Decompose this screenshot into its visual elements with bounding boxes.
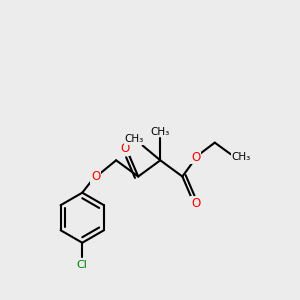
Text: CH₃: CH₃ — [232, 152, 251, 162]
Text: CH₃: CH₃ — [151, 127, 170, 137]
Text: O: O — [91, 170, 100, 183]
Text: CH₃: CH₃ — [124, 134, 143, 144]
Text: O: O — [191, 197, 200, 210]
Text: Cl: Cl — [77, 260, 88, 270]
Text: O: O — [191, 151, 200, 164]
Text: O: O — [120, 142, 130, 155]
